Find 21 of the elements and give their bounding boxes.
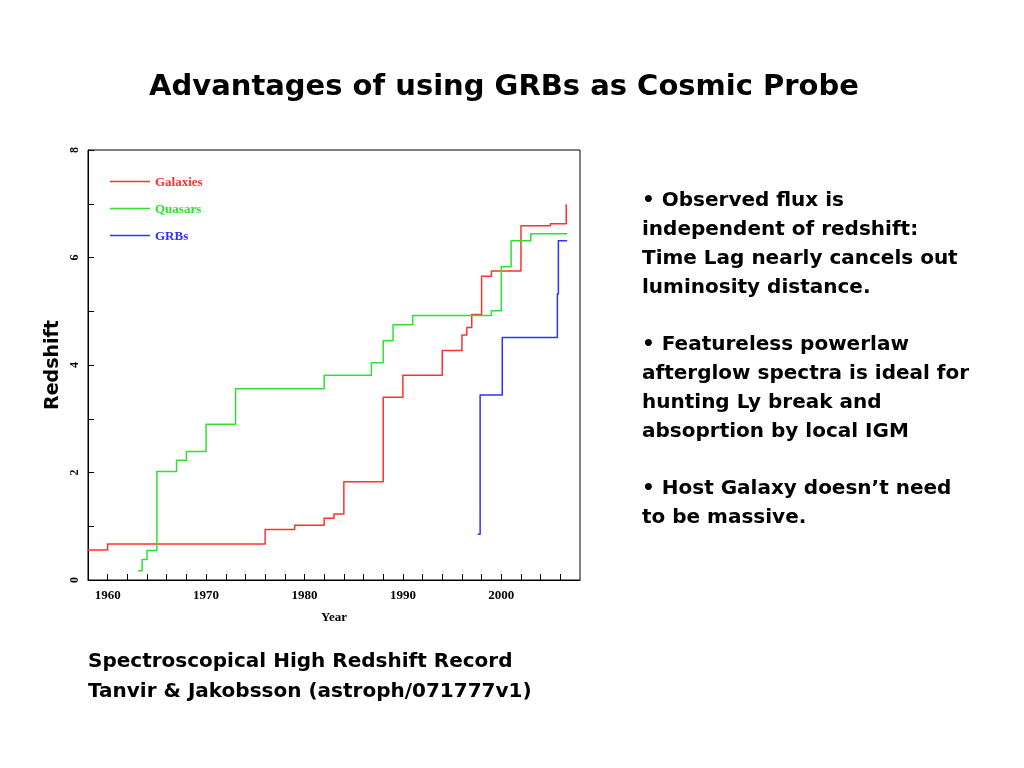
text: • Host Galaxy doesn’t need to be massive. [642,474,953,530]
y-tick-label: 4 [67,362,81,368]
legend-label: Quasars [155,201,202,216]
text: • Observed flux is independent of redshift: Time Lag nearly cancels out luminosity distance. [642,186,959,300]
x-tick-label: 2000 [488,587,515,602]
y-tick-label: 2 [67,469,81,476]
text: Spectroscopical High Redshift Record [88,647,514,674]
legend-label: GRBs [155,228,189,243]
x-tick-label: 1960 [94,587,121,602]
text: • Featureless powerlaw afterglow spectra is ideal for hunting Ly break and absoprtion by local IGM [642,330,971,444]
chart-title: Advantages of using GRBs as Cosmic Probe [148,68,860,102]
y-tick-label: 8 [67,147,81,153]
x-axis-title: Year [321,609,348,624]
legend-label: Galaxies [155,174,203,189]
x-tick-label: 1980 [291,587,318,602]
x-tick-label: 1990 [389,587,416,602]
text: Tanvir & Jakobsson (astroph/071777v1) [88,677,532,704]
x-tick-label: 1970 [193,587,220,602]
y-tick-label: 0 [67,577,81,583]
y-axis-title: Redshift [39,320,62,410]
y-tick-label: 6 [67,254,81,261]
